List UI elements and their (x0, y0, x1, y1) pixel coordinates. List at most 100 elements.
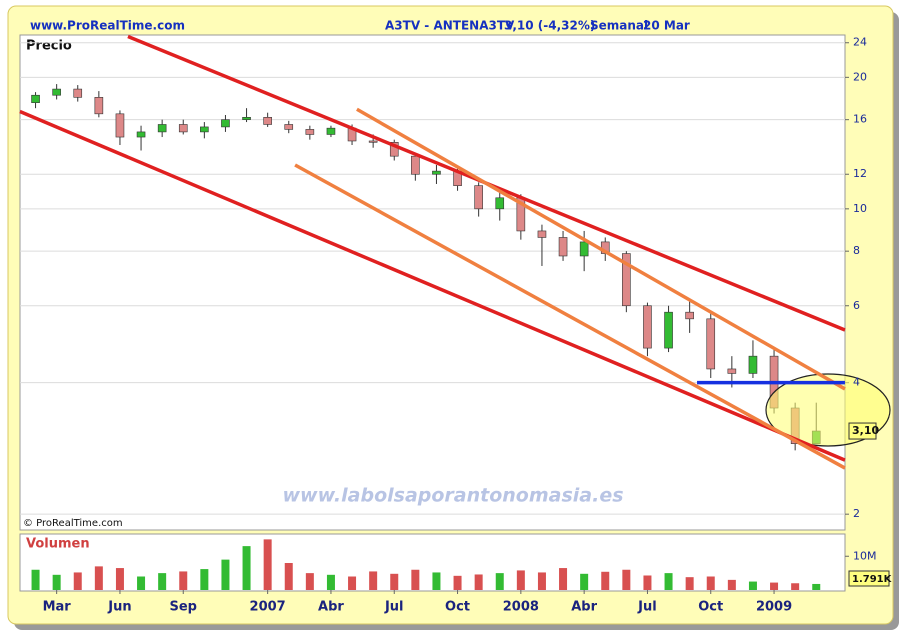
volume-bar (52, 574, 61, 590)
volume-label: Volumen (26, 537, 90, 552)
candle-body (368, 140, 378, 143)
volume-bar (791, 583, 800, 590)
candle-body (221, 119, 230, 128)
volume-bar (115, 568, 124, 590)
y-tick-label: 10 (853, 202, 867, 215)
grid (20, 42, 849, 594)
volume-bar (770, 582, 779, 590)
volume-bar (200, 569, 209, 590)
y-tick-label: 6 (853, 299, 860, 312)
date: 20 Mar (643, 19, 690, 33)
volume-bar (411, 569, 420, 590)
candle-body (495, 197, 505, 210)
candle-body (432, 170, 441, 175)
x-tick-label: Jun (107, 600, 131, 615)
candle-body (136, 131, 146, 138)
y-tick-label: 16 (853, 113, 867, 126)
price-panel (19, 34, 846, 531)
x-tick-label: Mar (43, 600, 72, 615)
candle-body (73, 88, 83, 98)
quote: 3,10 (-4,32%) (504, 19, 595, 33)
volume-bar (73, 572, 82, 590)
volume-bar (601, 571, 610, 590)
x-tick-label: Jul (384, 600, 404, 615)
candle-body (305, 129, 315, 135)
volume-bar (348, 576, 357, 590)
candle-body (537, 230, 547, 238)
candle-body (52, 88, 61, 96)
x-tick-label: Abr (318, 600, 344, 615)
volume-bar (242, 546, 251, 590)
copyright: © ProRealTime.com (23, 518, 123, 529)
x-tick-label: Oct (445, 600, 470, 615)
last-price-label: 3,10 (852, 424, 879, 437)
volume-bar (390, 573, 399, 590)
y-tick-label: 8 (853, 244, 860, 257)
volume-bar (179, 571, 188, 590)
volume-bar (284, 563, 293, 590)
volume-bar (263, 539, 272, 590)
trend-line (294, 163, 846, 470)
y-tick-label: 12 (853, 167, 867, 180)
last-volume-box (848, 570, 890, 587)
symbol: A3TV - ANTENA3TV (385, 19, 515, 33)
volume-tick-label: 10M (853, 549, 877, 562)
trend-line (356, 107, 846, 391)
candle-body (263, 117, 272, 125)
volume-bar (305, 573, 314, 590)
volume-bar (221, 559, 230, 590)
volume-bar (812, 583, 821, 590)
volume-bar (622, 569, 631, 590)
volume-bar (664, 573, 673, 590)
volume-bar (559, 568, 568, 590)
candle-body (579, 241, 589, 257)
volume-bar (727, 579, 736, 590)
volume-bar (537, 572, 546, 590)
volume-bar (326, 574, 335, 590)
panel-label: Precio (26, 39, 72, 54)
volume-bar (495, 573, 504, 590)
candle-body (284, 124, 294, 130)
volume-bar (137, 576, 146, 590)
x-tick-label: Abr (571, 600, 597, 615)
volume-bar (453, 575, 462, 590)
candle-body (178, 124, 188, 133)
volume-bar (643, 575, 652, 590)
volume-bar (31, 569, 40, 590)
last-price-box (848, 422, 877, 440)
x-tick-label: 2008 (503, 600, 539, 615)
candle-body (326, 127, 336, 135)
candle-body (389, 142, 399, 157)
candle-body (558, 237, 568, 257)
y-tick-label: 4 (853, 376, 860, 389)
period: Semanal (590, 19, 648, 33)
volume-bar (474, 574, 483, 590)
x-tick-label: 2007 (250, 600, 286, 615)
trend-line (19, 109, 846, 462)
volume-bar (516, 570, 525, 590)
candle-body (94, 97, 104, 115)
x-tick-label: Oct (698, 600, 723, 615)
candle-body (411, 155, 420, 175)
watermark: www.labolsaporantonomasia.es (282, 485, 623, 507)
candle-body (115, 113, 125, 138)
candle-body (664, 311, 673, 349)
x-tick-label: Sep (170, 600, 198, 615)
volume-bar (685, 577, 694, 590)
candle-body (242, 117, 251, 120)
volume-bar (580, 573, 589, 590)
x-tick-label: Jul (637, 600, 657, 615)
candle-body (706, 318, 716, 370)
candle-body (727, 368, 737, 374)
volume-bar (158, 573, 167, 590)
last-volume-label: 1.791K (852, 574, 893, 585)
candle-body (685, 311, 694, 320)
volume-bar (432, 572, 441, 590)
volume-bar (748, 581, 757, 590)
source: www.ProRealTime.com (30, 19, 185, 33)
y-tick-label: 2 (853, 507, 860, 520)
y-tick-label: 24 (853, 36, 867, 49)
